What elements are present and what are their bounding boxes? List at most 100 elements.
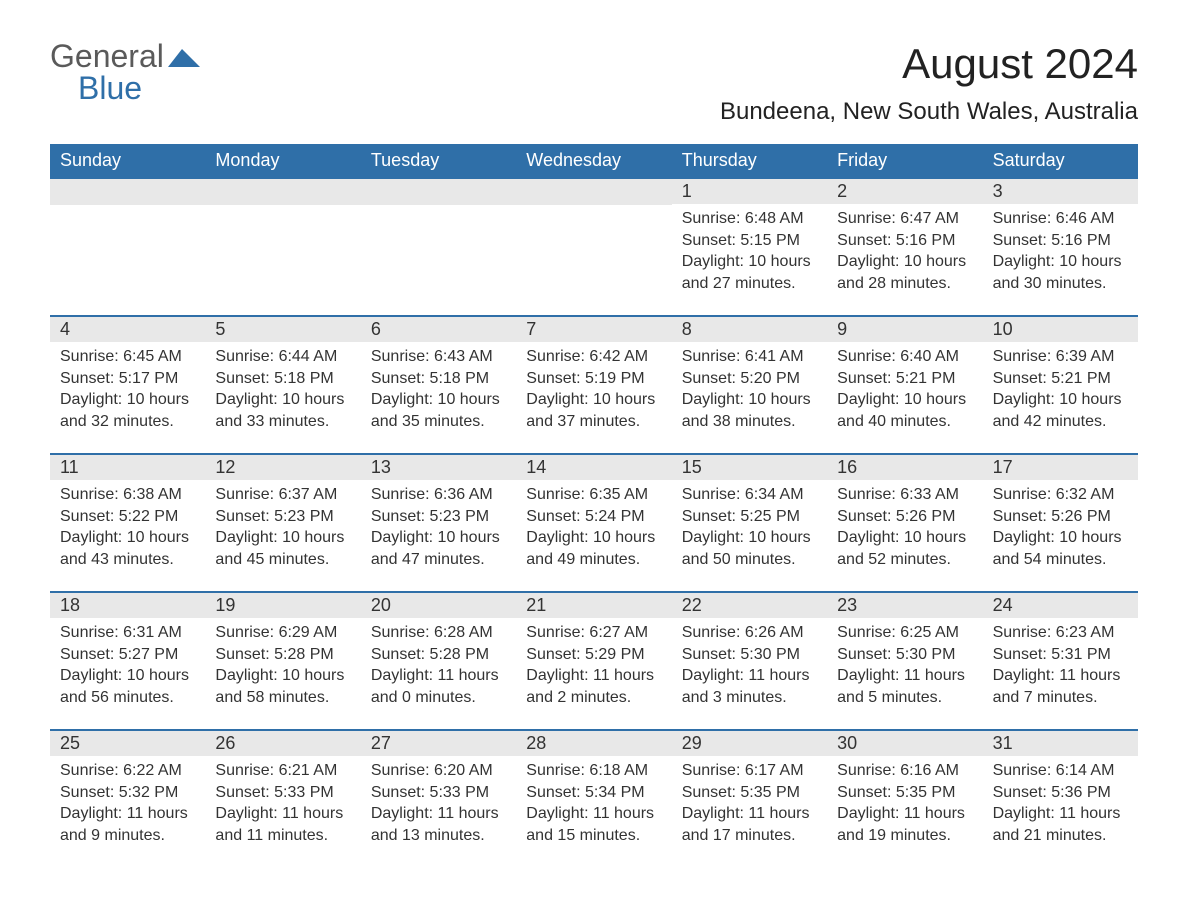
weekday-header: Friday — [827, 144, 982, 177]
daylight-text: Daylight: 11 hours and 5 minutes. — [837, 665, 972, 708]
week-row: 18Sunrise: 6:31 AMSunset: 5:27 PMDayligh… — [50, 591, 1138, 711]
sunrise-text: Sunrise: 6:43 AM — [371, 346, 506, 368]
day-details: Sunrise: 6:20 AMSunset: 5:33 PMDaylight:… — [361, 756, 516, 846]
sunrise-text: Sunrise: 6:14 AM — [993, 760, 1128, 782]
daylight-text: Daylight: 11 hours and 0 minutes. — [371, 665, 506, 708]
sunset-text: Sunset: 5:32 PM — [60, 782, 195, 804]
day-number: 13 — [361, 455, 516, 480]
sunset-text: Sunset: 5:28 PM — [371, 644, 506, 666]
daylight-text: Daylight: 11 hours and 2 minutes. — [526, 665, 661, 708]
day-cell: 3Sunrise: 6:46 AMSunset: 5:16 PMDaylight… — [983, 179, 1138, 297]
day-number: 19 — [205, 593, 360, 618]
sunrise-text: Sunrise: 6:21 AM — [215, 760, 350, 782]
day-details: Sunrise: 6:46 AMSunset: 5:16 PMDaylight:… — [983, 204, 1138, 294]
sunrise-text: Sunrise: 6:48 AM — [682, 208, 817, 230]
daylight-text: Daylight: 10 hours and 38 minutes. — [682, 389, 817, 432]
sunset-text: Sunset: 5:33 PM — [371, 782, 506, 804]
day-details: Sunrise: 6:39 AMSunset: 5:21 PMDaylight:… — [983, 342, 1138, 432]
daylight-text: Daylight: 10 hours and 40 minutes. — [837, 389, 972, 432]
sunrise-text: Sunrise: 6:23 AM — [993, 622, 1128, 644]
day-cell: 11Sunrise: 6:38 AMSunset: 5:22 PMDayligh… — [50, 455, 205, 573]
sunrise-text: Sunrise: 6:36 AM — [371, 484, 506, 506]
sunrise-text: Sunrise: 6:33 AM — [837, 484, 972, 506]
sunrise-text: Sunrise: 6:34 AM — [682, 484, 817, 506]
day-details: Sunrise: 6:17 AMSunset: 5:35 PMDaylight:… — [672, 756, 827, 846]
day-number: 8 — [672, 317, 827, 342]
day-number: 9 — [827, 317, 982, 342]
day-cell: 22Sunrise: 6:26 AMSunset: 5:30 PMDayligh… — [672, 593, 827, 711]
daylight-text: Daylight: 10 hours and 28 minutes. — [837, 251, 972, 294]
sunrise-text: Sunrise: 6:32 AM — [993, 484, 1128, 506]
day-details: Sunrise: 6:47 AMSunset: 5:16 PMDaylight:… — [827, 204, 982, 294]
daylight-text: Daylight: 11 hours and 11 minutes. — [215, 803, 350, 846]
sunset-text: Sunset: 5:18 PM — [215, 368, 350, 390]
day-number: 20 — [361, 593, 516, 618]
day-cell: 18Sunrise: 6:31 AMSunset: 5:27 PMDayligh… — [50, 593, 205, 711]
sunset-text: Sunset: 5:29 PM — [526, 644, 661, 666]
sunset-text: Sunset: 5:23 PM — [371, 506, 506, 528]
day-cell: 15Sunrise: 6:34 AMSunset: 5:25 PMDayligh… — [672, 455, 827, 573]
day-cell: 1Sunrise: 6:48 AMSunset: 5:15 PMDaylight… — [672, 179, 827, 297]
sunset-text: Sunset: 5:19 PM — [526, 368, 661, 390]
sunset-text: Sunset: 5:18 PM — [371, 368, 506, 390]
sunset-text: Sunset: 5:35 PM — [682, 782, 817, 804]
day-number: 7 — [516, 317, 671, 342]
sunrise-text: Sunrise: 6:16 AM — [837, 760, 972, 782]
sunrise-text: Sunrise: 6:26 AM — [682, 622, 817, 644]
day-cell: 7Sunrise: 6:42 AMSunset: 5:19 PMDaylight… — [516, 317, 671, 435]
day-cell: 9Sunrise: 6:40 AMSunset: 5:21 PMDaylight… — [827, 317, 982, 435]
daylight-text: Daylight: 11 hours and 17 minutes. — [682, 803, 817, 846]
day-number — [361, 179, 516, 205]
sunrise-text: Sunrise: 6:41 AM — [682, 346, 817, 368]
day-details: Sunrise: 6:42 AMSunset: 5:19 PMDaylight:… — [516, 342, 671, 432]
day-details: Sunrise: 6:43 AMSunset: 5:18 PMDaylight:… — [361, 342, 516, 432]
day-details: Sunrise: 6:38 AMSunset: 5:22 PMDaylight:… — [50, 480, 205, 570]
day-cell: 27Sunrise: 6:20 AMSunset: 5:33 PMDayligh… — [361, 731, 516, 849]
daylight-text: Daylight: 10 hours and 47 minutes. — [371, 527, 506, 570]
sunset-text: Sunset: 5:34 PM — [526, 782, 661, 804]
day-cell: 2Sunrise: 6:47 AMSunset: 5:16 PMDaylight… — [827, 179, 982, 297]
day-number: 21 — [516, 593, 671, 618]
week-row: 1Sunrise: 6:48 AMSunset: 5:15 PMDaylight… — [50, 177, 1138, 297]
weekday-header: Saturday — [983, 144, 1138, 177]
sunrise-text: Sunrise: 6:44 AM — [215, 346, 350, 368]
sunrise-text: Sunrise: 6:17 AM — [682, 760, 817, 782]
day-cell — [205, 179, 360, 297]
daylight-text: Daylight: 10 hours and 33 minutes. — [215, 389, 350, 432]
day-details: Sunrise: 6:32 AMSunset: 5:26 PMDaylight:… — [983, 480, 1138, 570]
daylight-text: Daylight: 10 hours and 50 minutes. — [682, 527, 817, 570]
day-number: 3 — [983, 179, 1138, 204]
sunrise-text: Sunrise: 6:29 AM — [215, 622, 350, 644]
weekday-header: Tuesday — [361, 144, 516, 177]
day-cell: 25Sunrise: 6:22 AMSunset: 5:32 PMDayligh… — [50, 731, 205, 849]
day-cell: 30Sunrise: 6:16 AMSunset: 5:35 PMDayligh… — [827, 731, 982, 849]
sunrise-text: Sunrise: 6:46 AM — [993, 208, 1128, 230]
day-details: Sunrise: 6:25 AMSunset: 5:30 PMDaylight:… — [827, 618, 982, 708]
daylight-text: Daylight: 10 hours and 30 minutes. — [993, 251, 1128, 294]
day-details: Sunrise: 6:14 AMSunset: 5:36 PMDaylight:… — [983, 756, 1138, 846]
day-number: 27 — [361, 731, 516, 756]
day-details: Sunrise: 6:31 AMSunset: 5:27 PMDaylight:… — [50, 618, 205, 708]
day-cell: 8Sunrise: 6:41 AMSunset: 5:20 PMDaylight… — [672, 317, 827, 435]
sunset-text: Sunset: 5:36 PM — [993, 782, 1128, 804]
day-details: Sunrise: 6:22 AMSunset: 5:32 PMDaylight:… — [50, 756, 205, 846]
day-cell: 23Sunrise: 6:25 AMSunset: 5:30 PMDayligh… — [827, 593, 982, 711]
day-details: Sunrise: 6:45 AMSunset: 5:17 PMDaylight:… — [50, 342, 205, 432]
daylight-text: Daylight: 10 hours and 56 minutes. — [60, 665, 195, 708]
sunset-text: Sunset: 5:25 PM — [682, 506, 817, 528]
sunset-text: Sunset: 5:23 PM — [215, 506, 350, 528]
location-text: Bundeena, New South Wales, Australia — [720, 98, 1138, 126]
sunrise-text: Sunrise: 6:31 AM — [60, 622, 195, 644]
daylight-text: Daylight: 11 hours and 13 minutes. — [371, 803, 506, 846]
daylight-text: Daylight: 10 hours and 54 minutes. — [993, 527, 1128, 570]
day-number: 5 — [205, 317, 360, 342]
daylight-text: Daylight: 10 hours and 58 minutes. — [215, 665, 350, 708]
day-details: Sunrise: 6:21 AMSunset: 5:33 PMDaylight:… — [205, 756, 360, 846]
day-details: Sunrise: 6:35 AMSunset: 5:24 PMDaylight:… — [516, 480, 671, 570]
daylight-text: Daylight: 11 hours and 7 minutes. — [993, 665, 1128, 708]
day-number: 25 — [50, 731, 205, 756]
sunset-text: Sunset: 5:16 PM — [837, 230, 972, 252]
daylight-text: Daylight: 10 hours and 49 minutes. — [526, 527, 661, 570]
day-cell: 6Sunrise: 6:43 AMSunset: 5:18 PMDaylight… — [361, 317, 516, 435]
day-number — [50, 179, 205, 205]
